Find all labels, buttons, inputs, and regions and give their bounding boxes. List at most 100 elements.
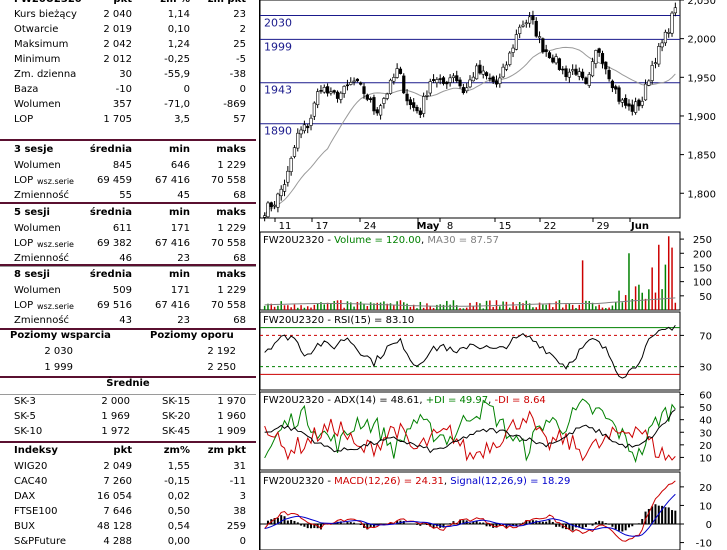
candle-body [607, 70, 611, 80]
legend-separator: - [324, 315, 334, 326]
table-row: Zm. dzienna 30 -55,9 -38 [0, 67, 256, 82]
y-tick-label: 250 [693, 235, 712, 246]
session-avg: 46 [119, 253, 132, 264]
price-chart: 2030 1999 1943 1890 2,050 2,000 1,950 1,900 1,85… [259, 0, 716, 232]
session-max: 70 558 [211, 300, 246, 311]
candle-body [630, 104, 634, 112]
quote-change-pt: 0 [239, 84, 246, 95]
quote-value: 30 [119, 69, 132, 80]
candle-body [491, 76, 495, 82]
session-row: Wolumen 509 171 1 229 [0, 283, 256, 298]
session-label: Wolumen [14, 223, 61, 234]
candle-body [494, 80, 499, 85]
candle-body [395, 68, 399, 78]
level-label: 1999 [264, 40, 292, 53]
index-name: DAX [14, 491, 36, 502]
legend-entry: Signal(12,26,9) = 18.29 [450, 476, 570, 487]
session-max: 1 229 [217, 160, 246, 171]
index-value: 7 260 [103, 476, 132, 487]
y-tick-label: 2,000 [687, 35, 716, 46]
session-avg: 509 [112, 285, 132, 296]
candle-body [534, 20, 538, 37]
session-label-sub: wsz.serie [37, 240, 74, 249]
avg-value: 1 909 [217, 426, 246, 437]
avg-label: SK-5 [14, 411, 36, 422]
candle-body [657, 46, 661, 65]
y-tick-label: 10 [699, 453, 712, 464]
session-row: Wolumen 845 646 1 229 [0, 158, 256, 173]
index-name: S&PFuture [14, 536, 67, 547]
candle-body [673, 7, 677, 14]
table-row: Wolumen 357 -71,0 -869 [0, 97, 256, 112]
table-row: CAC40 7 260 -0,15 -11 [0, 474, 256, 489]
index-value: 48 128 [97, 521, 132, 532]
candle-body [584, 77, 588, 84]
x-tick-label: 15 [499, 221, 512, 232]
indices-col: zm% [163, 445, 190, 456]
row-divider [0, 394, 256, 395]
row-divider [0, 266, 256, 267]
y-tick-label: 1,950 [687, 73, 716, 84]
y-tick-label: 70 [699, 331, 712, 342]
index-change-pct: -0,15 [164, 476, 190, 487]
section-divider [0, 264, 256, 266]
session-label: Wolumen [14, 160, 61, 171]
candle-body [461, 87, 465, 94]
candle-body [617, 87, 621, 102]
session-col: min [169, 144, 190, 155]
candle-body [418, 110, 422, 115]
candle-body [624, 97, 628, 106]
session-min: 171 [170, 223, 190, 234]
candle-body [269, 202, 273, 208]
indices-col: pkt [113, 445, 132, 456]
candle-body [647, 80, 651, 86]
candle-body [508, 52, 512, 65]
candle-body [478, 64, 482, 74]
y-tick-label: 60 [699, 391, 712, 402]
legend-entry: +DI = 49.97 [426, 395, 488, 406]
legend-separator: - [324, 476, 334, 487]
session-avg: 611 [112, 223, 132, 234]
session-title: 3 sesje [14, 144, 54, 155]
session-label: LOP [14, 300, 34, 311]
level-label: 1890 [264, 125, 292, 138]
candle-body [306, 125, 310, 129]
session-row: Zmienność 55 45 68 [0, 188, 256, 203]
resistance-title: Poziomy oporu [150, 330, 234, 341]
session-header: 8 sesji średnia min maks [0, 267, 256, 282]
quote-change-pct: 0,10 [167, 24, 190, 35]
candle-body [501, 66, 505, 78]
session-col: średnia [89, 269, 132, 280]
y-tick-label: 50 [699, 292, 712, 303]
legend-separator: , [444, 476, 450, 487]
section-divider [0, 202, 256, 204]
candle-body [541, 38, 545, 53]
candle-body [276, 193, 280, 208]
candle-body [378, 105, 383, 116]
candle-body [335, 91, 340, 99]
quote-label: Baza [14, 84, 39, 95]
candle-body [590, 61, 595, 77]
session-row: LOP 69 382 67 416 70 558 wsz.serie [0, 236, 256, 251]
candle-body [329, 91, 333, 94]
session-label: Zmienność [14, 253, 70, 264]
candle-body [359, 82, 363, 85]
candle-body [369, 98, 373, 101]
legend-entry: MACD(12,26) = 24.31 [334, 476, 444, 487]
quote-label: Wolumen [14, 99, 61, 110]
session-label-sub: wsz.serie [37, 177, 74, 186]
quote-change-pt: -38 [229, 69, 246, 80]
section-divider [0, 328, 256, 330]
candle-body [352, 80, 356, 83]
support-title: Poziomy wsparcia [10, 330, 111, 341]
candle-body [475, 65, 479, 80]
candle-body [610, 80, 615, 89]
section-divider [0, 441, 256, 443]
y-tick-label: 20 [699, 483, 712, 494]
candle-body [286, 170, 290, 183]
candle-body [488, 77, 492, 80]
table-row: Otwarcie 2 019 0,10 2 [0, 22, 256, 37]
y-tick-label: 150 [693, 263, 712, 274]
table-row: Baza -10 0 0 [0, 82, 256, 97]
